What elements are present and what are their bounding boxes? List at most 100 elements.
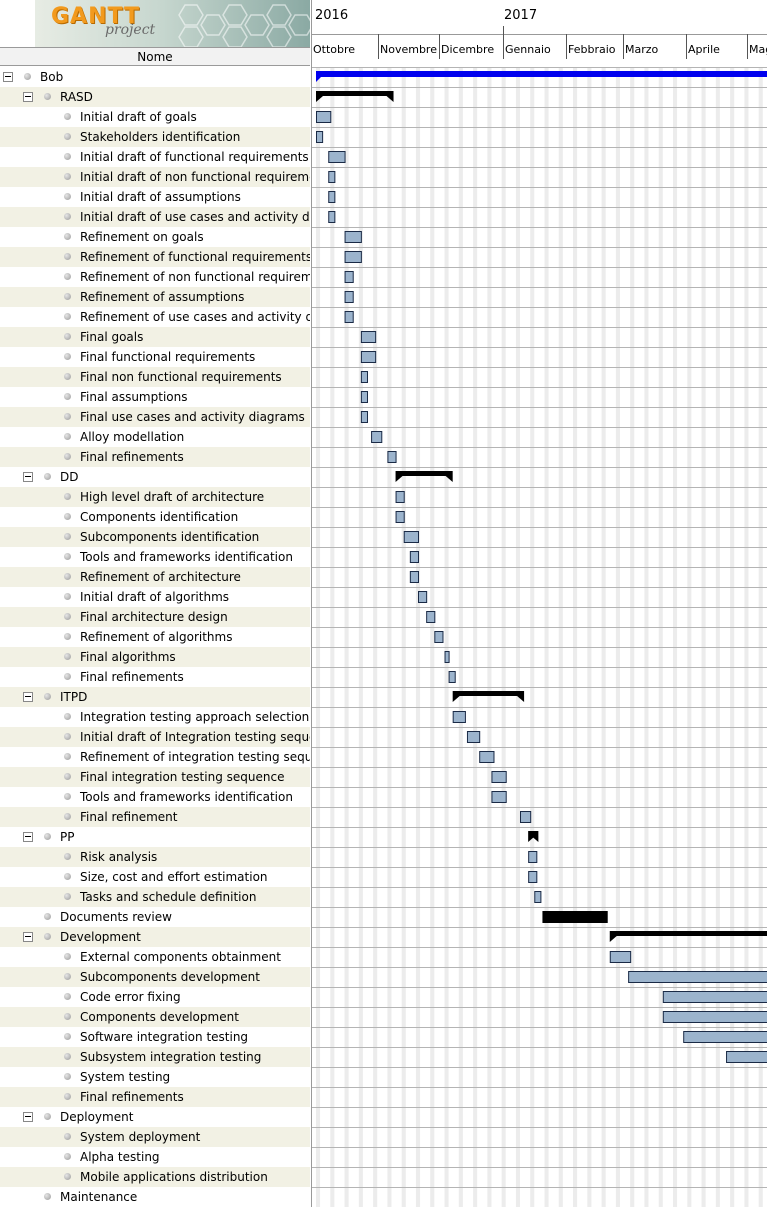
- task-row[interactable]: Mobile applications distribution: [0, 1167, 310, 1187]
- task-bar[interactable]: [360, 371, 369, 383]
- task-bar[interactable]: [444, 651, 450, 663]
- task-row[interactable]: Development: [0, 927, 310, 947]
- task-row[interactable]: Final architecture design: [0, 607, 310, 627]
- task-bar[interactable]: [344, 311, 354, 323]
- task-row[interactable]: Tasks and schedule definition: [0, 887, 310, 907]
- task-row[interactable]: Subcomponents development: [0, 967, 310, 987]
- task-bar[interactable]: [328, 211, 336, 223]
- collapse-toggle-icon[interactable]: [23, 92, 33, 102]
- task-row[interactable]: Refinement of algorithms: [0, 627, 310, 647]
- task-bar[interactable]: [328, 171, 336, 183]
- gantt-grid[interactable]: [312, 67, 767, 1207]
- task-row[interactable]: High level draft of architecture: [0, 487, 310, 507]
- task-row[interactable]: Refinement of functional requirements: [0, 247, 310, 267]
- collapse-toggle-icon[interactable]: [23, 1112, 33, 1122]
- task-row[interactable]: Final refinements: [0, 1087, 310, 1107]
- project-summary-bar[interactable]: [316, 71, 767, 82]
- task-row[interactable]: Software integration testing: [0, 1027, 310, 1047]
- task-row[interactable]: Initial draft of assumptions: [0, 187, 310, 207]
- task-bar[interactable]: [403, 531, 420, 543]
- task-row[interactable]: Final refinements: [0, 447, 310, 467]
- task-row[interactable]: DD: [0, 467, 310, 487]
- task-row[interactable]: Refinement of assumptions: [0, 287, 310, 307]
- task-bar[interactable]: [520, 811, 532, 823]
- task-bar[interactable]: [479, 751, 495, 763]
- task-row[interactable]: RASD: [0, 87, 310, 107]
- collapse-toggle-icon[interactable]: [23, 932, 33, 942]
- task-bar[interactable]: [316, 131, 324, 143]
- task-row[interactable]: Final goals: [0, 327, 310, 347]
- task-row[interactable]: Final refinements: [0, 667, 310, 687]
- task-row[interactable]: Integration testing approach selection: [0, 707, 310, 727]
- task-row[interactable]: Subsystem integration testing: [0, 1047, 310, 1067]
- task-row[interactable]: Bob: [0, 67, 310, 87]
- task-bar[interactable]: [448, 671, 456, 683]
- task-bar[interactable]: [328, 191, 336, 203]
- task-row[interactable]: Subcomponents identification: [0, 527, 310, 547]
- task-row[interactable]: Components development: [0, 1007, 310, 1027]
- task-bar[interactable]: [360, 411, 369, 423]
- task-row[interactable]: Refinement on goals: [0, 227, 310, 247]
- task-bar[interactable]: [328, 151, 346, 163]
- group-summary-bar[interactable]: [452, 691, 525, 702]
- task-bar[interactable]: [344, 251, 362, 263]
- task-row[interactable]: Risk analysis: [0, 847, 310, 867]
- task-row[interactable]: Final use cases and activity diagrams: [0, 407, 310, 427]
- task-bar[interactable]: [452, 711, 466, 723]
- documents-review-bar[interactable]: [542, 911, 608, 923]
- task-row[interactable]: Tools and frameworks identification: [0, 787, 310, 807]
- task-row[interactable]: Final non functional requirements: [0, 367, 310, 387]
- task-bar[interactable]: [491, 771, 507, 783]
- task-bar[interactable]: [371, 431, 383, 443]
- task-bar[interactable]: [726, 1051, 767, 1063]
- task-bar[interactable]: [434, 631, 444, 643]
- group-summary-bar[interactable]: [395, 471, 453, 482]
- task-row[interactable]: System deployment: [0, 1127, 310, 1147]
- task-row[interactable]: ITPD: [0, 687, 310, 707]
- task-row[interactable]: Tools and frameworks identification: [0, 547, 310, 567]
- task-bar[interactable]: [662, 1011, 767, 1023]
- task-row[interactable]: Final integration testing sequence: [0, 767, 310, 787]
- task-row[interactable]: Components identification: [0, 507, 310, 527]
- task-row[interactable]: Initial draft of Integration testing seq…: [0, 727, 310, 747]
- task-bar[interactable]: [360, 391, 369, 403]
- task-bar[interactable]: [409, 551, 419, 563]
- task-row[interactable]: Initial draft of algorithms: [0, 587, 310, 607]
- column-header-name[interactable]: Nome: [0, 47, 310, 66]
- task-row[interactable]: Final assumptions: [0, 387, 310, 407]
- task-row[interactable]: Refinement of integration testing sequen…: [0, 747, 310, 767]
- task-row[interactable]: Initial draft of goals: [0, 107, 310, 127]
- task-row[interactable]: Stakeholders identification: [0, 127, 310, 147]
- task-row[interactable]: Final algorithms: [0, 647, 310, 667]
- task-row[interactable]: Refinement of non functional requirement…: [0, 267, 310, 287]
- task-bar[interactable]: [609, 951, 632, 963]
- task-row[interactable]: Refinement of use cases and activity dia…: [0, 307, 310, 327]
- task-row[interactable]: Initial draft of functional requirements: [0, 147, 310, 167]
- task-row[interactable]: Final refinement: [0, 807, 310, 827]
- task-row[interactable]: Size, cost and effort estimation: [0, 867, 310, 887]
- collapse-toggle-icon[interactable]: [23, 832, 33, 842]
- task-row[interactable]: Maintenance: [0, 1187, 310, 1207]
- task-bar[interactable]: [662, 991, 767, 1003]
- task-row[interactable]: Deployment: [0, 1107, 310, 1127]
- task-bar[interactable]: [387, 451, 397, 463]
- task-bar[interactable]: [628, 971, 767, 983]
- collapse-toggle-icon[interactable]: [23, 692, 33, 702]
- task-row[interactable]: External components obtainment: [0, 947, 310, 967]
- group-summary-bar[interactable]: [609, 931, 767, 942]
- task-row[interactable]: Alpha testing: [0, 1147, 310, 1167]
- task-bar[interactable]: [316, 111, 332, 123]
- task-row[interactable]: Code error fixing: [0, 987, 310, 1007]
- task-bar[interactable]: [534, 891, 542, 903]
- task-row[interactable]: Refinement of architecture: [0, 567, 310, 587]
- task-bar[interactable]: [426, 611, 436, 623]
- task-bar[interactable]: [409, 571, 419, 583]
- task-row[interactable]: Initial draft of use cases and activity …: [0, 207, 310, 227]
- task-row[interactable]: Initial draft of non functional requirem…: [0, 167, 310, 187]
- task-bar[interactable]: [344, 231, 362, 243]
- task-row[interactable]: Alloy modellation: [0, 427, 310, 447]
- collapse-toggle-icon[interactable]: [3, 72, 13, 82]
- task-bar[interactable]: [528, 871, 538, 883]
- task-bar[interactable]: [360, 351, 377, 363]
- task-bar[interactable]: [418, 591, 428, 603]
